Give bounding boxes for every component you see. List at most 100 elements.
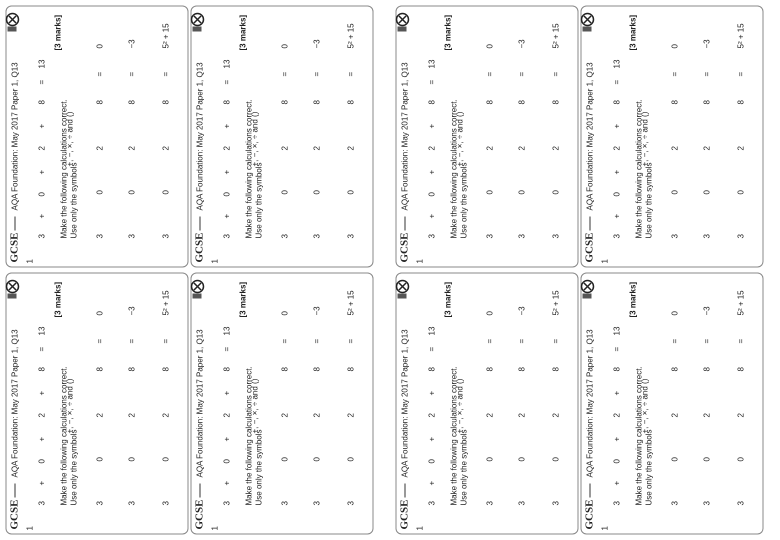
- question-number: 1: [210, 258, 219, 263]
- example-token: +: [37, 390, 46, 395]
- source: AQA Foundation: May 2017 Paper 1, Q13: [195, 61, 204, 210]
- row-token: 0: [161, 189, 170, 194]
- example-token: 3: [37, 233, 46, 238]
- question-card: GCSE AQA Foundation: May 2017 Paper 1, Q1…: [395, 272, 578, 534]
- symbols-intro: Use only the symbols: [459, 161, 468, 238]
- row-token: 0: [702, 189, 711, 194]
- symbols: +, −, ×, ÷ and (): [250, 111, 259, 166]
- row-token: 8: [346, 366, 355, 371]
- example-token: +: [222, 480, 231, 485]
- logo: GCSE: [583, 499, 595, 529]
- icon: [580, 279, 594, 298]
- row-token: 0: [485, 43, 494, 48]
- example-token: 2: [37, 145, 46, 150]
- row-token: =: [95, 338, 104, 343]
- row-token: =: [346, 338, 355, 343]
- example-token: 0: [37, 191, 46, 196]
- row-token: 2: [346, 412, 355, 417]
- source: AQA Foundation: May 2017 Paper 1, Q13: [10, 61, 19, 210]
- row-token: 0: [280, 189, 289, 194]
- row-token: =: [161, 338, 170, 343]
- question-number: 1: [415, 258, 424, 263]
- marks: [3 marks]: [443, 14, 452, 50]
- row-token: 8: [346, 99, 355, 104]
- symbols: +, −, ×, ÷ and (): [250, 378, 259, 433]
- source: AQA Foundation: May 2017 Paper 1, Q13: [10, 328, 19, 477]
- row-token: =: [670, 338, 679, 343]
- row-token: 0: [485, 310, 494, 315]
- row-token: 0: [551, 456, 560, 461]
- row-token: 2: [312, 412, 321, 417]
- divider: [14, 216, 15, 230]
- symbols: +, −, ×, ÷ and (): [640, 111, 649, 166]
- row-token: 3: [346, 500, 355, 505]
- row-token: 2: [312, 145, 321, 150]
- example-token: +: [37, 169, 46, 174]
- example-token: 3: [222, 500, 231, 505]
- example-token: 0: [222, 191, 231, 196]
- row-token: =: [346, 71, 355, 76]
- row-token: −3: [312, 38, 321, 48]
- row-token: 8: [702, 99, 711, 104]
- example-token: +: [37, 436, 46, 441]
- row-token: 8: [485, 99, 494, 104]
- row-token: 8: [127, 366, 136, 371]
- example-token: =: [427, 346, 436, 351]
- example-token: +: [222, 123, 231, 128]
- example-token: +: [612, 169, 621, 174]
- logo: GCSE: [193, 499, 205, 529]
- row-token: 8: [280, 99, 289, 104]
- row-token: 2: [280, 412, 289, 417]
- row-token: =: [702, 71, 711, 76]
- divider: [199, 483, 200, 497]
- row-token: 3: [702, 500, 711, 505]
- row-token: 2: [485, 145, 494, 150]
- row-token: 0: [736, 456, 745, 461]
- symbols: +, −, ×, ÷ and (): [455, 111, 464, 166]
- row-token: 5² + 15: [346, 22, 355, 48]
- row-token: 3: [736, 500, 745, 505]
- example-token: +: [37, 123, 46, 128]
- divider: [199, 216, 200, 230]
- symbols-intro: Use only the symbols: [459, 428, 468, 505]
- row-token: =: [161, 71, 170, 76]
- source: AQA Foundation: May 2017 Paper 1, Q13: [400, 61, 409, 210]
- example-token: 2: [37, 412, 46, 417]
- row-token: 8: [280, 366, 289, 371]
- row-token: 0: [736, 189, 745, 194]
- example-token: =: [612, 79, 621, 84]
- example-token: 2: [427, 412, 436, 417]
- example-token: 0: [612, 191, 621, 196]
- row-token: 0: [485, 189, 494, 194]
- row-token: 5² + 15: [161, 22, 170, 48]
- example-token: 2: [222, 145, 231, 150]
- question-number: 1: [415, 525, 424, 530]
- example-token: 2: [427, 145, 436, 150]
- divider: [589, 216, 590, 230]
- row-token: =: [312, 71, 321, 76]
- example-token: 0: [222, 458, 231, 463]
- row-token: 3: [517, 233, 526, 238]
- example-token: +: [427, 390, 436, 395]
- symbols: +, −, ×, ÷ and (): [65, 378, 74, 433]
- row-token: 0: [312, 456, 321, 461]
- divider: [14, 483, 15, 497]
- row-token: 3: [670, 233, 679, 238]
- icon: [395, 12, 409, 31]
- row-token: 0: [346, 189, 355, 194]
- row-token: 3: [517, 500, 526, 505]
- row-token: =: [702, 338, 711, 343]
- row-token: 2: [280, 145, 289, 150]
- row-token: 8: [485, 366, 494, 371]
- symbols: +, −, ×, ÷ and (): [455, 378, 464, 433]
- row-token: 2: [736, 412, 745, 417]
- symbols: +, −, ×, ÷ and (): [65, 111, 74, 166]
- example-token: =: [222, 346, 231, 351]
- example-token: +: [427, 436, 436, 441]
- question-number: 1: [600, 525, 609, 530]
- row-token: 0: [95, 310, 104, 315]
- row-token: 0: [280, 456, 289, 461]
- row-token: 0: [127, 456, 136, 461]
- icon: [580, 12, 594, 31]
- row-token: 0: [280, 310, 289, 315]
